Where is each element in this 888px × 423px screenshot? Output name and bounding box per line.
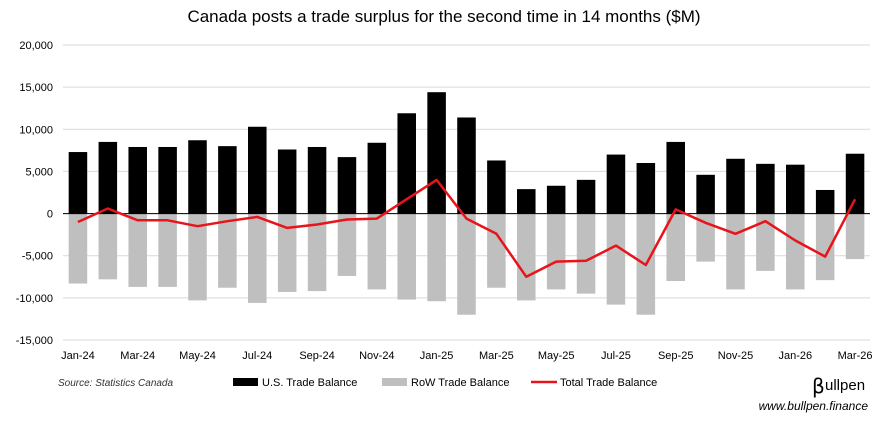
bar-u-s-trade-balance	[248, 126, 267, 214]
y-tick-label: -10,000	[16, 293, 53, 305]
bar-u-s-trade-balance	[815, 189, 835, 214]
bar-u-s-trade-balance	[845, 153, 865, 214]
bar-u-s-trade-balance	[98, 141, 118, 214]
x-tick-label: May-24	[179, 350, 216, 362]
y-axis: 20,000 15,000 10,000 5,000 0 -5,000 -10,000 -15…	[16, 40, 53, 347]
y-tick-label: 20,000	[19, 40, 53, 52]
bar-u-s-trade-balance	[427, 92, 446, 214]
bar-u-s-trade-balance	[307, 146, 327, 214]
bar-u-s-trade-balance	[188, 140, 207, 214]
bar-u-s-trade-balance	[726, 158, 745, 214]
chart-title: Canada posts a trade surplus for the sec…	[187, 7, 700, 26]
bar-u-s-trade-balance	[786, 164, 805, 214]
legend-u-s-trade-balance-swatch	[233, 378, 258, 386]
legend-u-s-trade-balance-label: U.S. Trade Balance	[262, 377, 357, 389]
bar-u-s-trade-balance	[68, 152, 88, 214]
y-tick-label: 5,000	[25, 166, 53, 178]
total-line-group	[77, 178, 857, 279]
bar-row-trade-balance	[457, 213, 476, 315]
x-tick-label: Jan-24	[61, 350, 95, 362]
x-tick-label: May-25	[538, 350, 575, 362]
bar-row-trade-balance	[367, 213, 387, 290]
bar-row-trade-balance	[188, 213, 207, 301]
brand-mark: β	[812, 374, 825, 398]
x-tick-label: Jan-25	[420, 350, 454, 362]
x-tick-label: Jul-25	[601, 350, 631, 362]
bar-row-trade-balance	[307, 213, 327, 292]
bar-row-trade-balance	[427, 213, 446, 302]
bar-row-trade-balance	[98, 213, 118, 280]
bar-u-s-trade-balance	[606, 154, 626, 214]
bar-u-s-trade-balance	[397, 113, 416, 214]
bar-u-s-trade-balance	[277, 149, 297, 214]
bar-row-trade-balance	[397, 213, 416, 300]
bar-row-trade-balance	[666, 213, 685, 281]
bar-u-s-trade-balance	[337, 157, 357, 214]
bar-u-s-trade-balance	[756, 163, 775, 214]
x-tick-label: Sep-25	[658, 350, 693, 362]
bar-row-trade-balance	[756, 213, 775, 271]
bar-u-s-trade-balance	[546, 185, 566, 214]
bar-row-trade-balance	[248, 213, 267, 303]
bar-row-trade-balance	[487, 213, 506, 288]
bars	[68, 92, 865, 315]
bar-u-s-trade-balance	[487, 160, 506, 214]
x-tick-label: Mar-26	[838, 350, 873, 362]
bar-row-trade-balance	[546, 213, 566, 290]
bar-row-trade-balance	[337, 213, 357, 276]
x-tick-label: Sep-24	[299, 350, 334, 362]
bar-u-s-trade-balance	[218, 146, 237, 214]
bar-row-trade-balance	[845, 213, 865, 260]
x-axis: Jan-24 Mar-24 May-24 Jul-24 Sep-24 Nov-24 Jan-…	[61, 350, 872, 362]
source-note: Source: Statistics Canada	[58, 378, 173, 389]
bar-row-trade-balance	[576, 213, 596, 294]
bar-u-s-trade-balance	[517, 189, 536, 214]
bar-row-trade-balance	[128, 213, 147, 287]
bar-u-s-trade-balance	[128, 146, 147, 214]
bar-row-trade-balance	[218, 213, 237, 288]
bar-u-s-trade-balance	[696, 174, 715, 214]
x-tick-label: Mar-24	[120, 350, 155, 362]
brand-name: ullpen	[825, 377, 865, 394]
brand-url: www.bullpen.finance	[759, 399, 869, 413]
bar-row-trade-balance	[277, 213, 297, 292]
bar-u-s-trade-balance	[158, 146, 177, 214]
bar-u-s-trade-balance	[367, 142, 387, 214]
bar-u-s-trade-balance	[457, 117, 476, 214]
legend-row-trade-balance-swatch	[382, 378, 407, 386]
y-tick-label: 0	[47, 209, 53, 221]
bar-u-s-trade-balance	[576, 179, 596, 214]
bar-row-trade-balance	[815, 213, 835, 281]
y-tick-label: 15,000	[19, 82, 53, 94]
x-tick-label: Mar-25	[479, 350, 514, 362]
x-tick-label: Jul-24	[242, 350, 272, 362]
y-tick-label: -5,000	[22, 251, 53, 263]
y-tick-label: 10,000	[19, 124, 53, 136]
bar-row-trade-balance	[158, 213, 177, 287]
x-tick-label: Nov-25	[718, 350, 753, 362]
x-tick-label: Jan-26	[778, 350, 812, 362]
legend-row-trade-balance-label: RoW Trade Balance	[411, 377, 509, 389]
bar-row-trade-balance	[68, 213, 88, 284]
legend: U.S. Trade Balance RoW Trade Balance Total…	[233, 377, 657, 389]
bar-row-trade-balance	[786, 213, 805, 290]
brand-logo: β ullpen	[812, 374, 865, 398]
x-tick-label: Nov-24	[359, 350, 394, 362]
bar-u-s-trade-balance	[636, 163, 656, 214]
series-line-total-trade-balance	[77, 178, 857, 279]
bar-row-trade-balance	[606, 213, 626, 305]
bar-u-s-trade-balance	[666, 141, 685, 214]
y-tick-label: -15,000	[16, 335, 53, 347]
legend-total-trade-balance-label: Total Trade Balance	[560, 377, 657, 389]
bar-row-trade-balance	[726, 213, 745, 290]
bar-row-trade-balance	[517, 213, 536, 301]
